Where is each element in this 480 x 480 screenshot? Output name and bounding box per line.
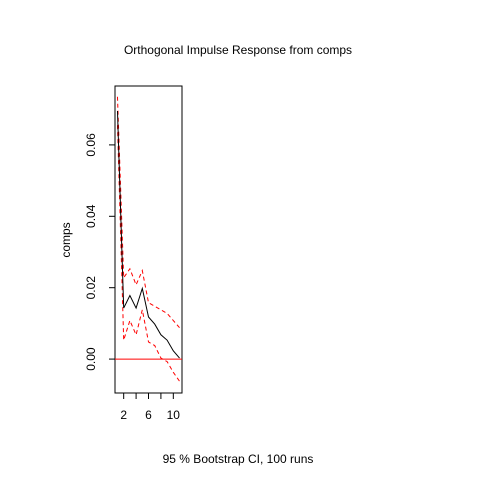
series-line-irf [116, 110, 180, 359]
chart-title: Orthogonal Impulse Response from comps [124, 43, 352, 57]
x-axis-label: 95 % Bootstrap CI, 100 runs [163, 452, 314, 466]
series-line-lower [116, 125, 180, 382]
series-line-upper [116, 96, 180, 328]
x-tick-label: 2 [120, 408, 127, 422]
y-axis: 0.00 0.02 0.04 0.06 [84, 133, 116, 371]
y-tick-label: 0.02 [84, 276, 98, 300]
plot-frame [114, 85, 183, 394]
x-tick-label: 10 [167, 408, 181, 422]
series-layer [115, 96, 182, 382]
x-tick-label: 6 [145, 408, 152, 422]
y-tick-label: 0.00 [84, 347, 98, 371]
y-tick-label: 0.04 [84, 204, 98, 228]
y-axis-label: comps [59, 222, 73, 257]
x-axis: 2 6 10 [120, 392, 181, 422]
y-tick-label: 0.06 [84, 133, 98, 157]
